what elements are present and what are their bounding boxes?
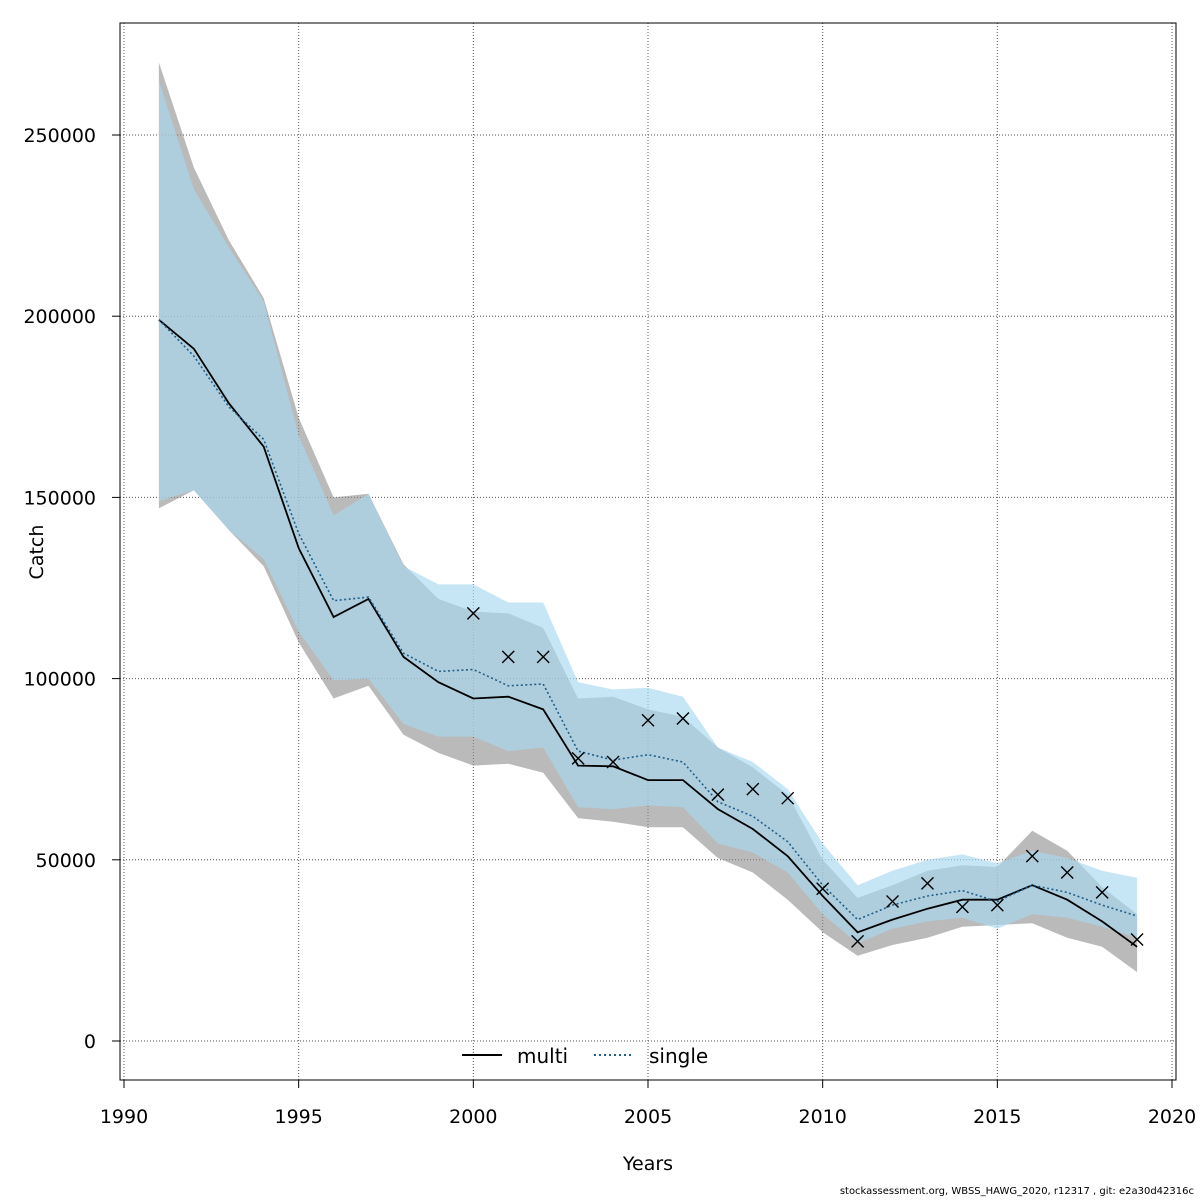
observation-marker — [1130, 933, 1144, 947]
legend-single-label: single — [649, 1044, 708, 1068]
observation-marker — [1060, 865, 1074, 879]
marker-stroke — [1025, 849, 1039, 863]
x-tick-label: 1995 — [274, 1106, 322, 1128]
y-tick-label: 250000 — [23, 125, 96, 147]
observation-markers — [466, 606, 1144, 948]
observation-marker — [711, 788, 725, 802]
marker-stroke — [711, 788, 725, 802]
footer-credit: stockassessment.org, WBSS_HAWG_2020, r12… — [839, 1186, 1194, 1197]
marker-stroke — [1060, 865, 1074, 879]
legend: multi single — [462, 1044, 708, 1068]
marker-stroke — [571, 751, 585, 765]
marker-stroke — [676, 711, 690, 725]
observation-marker — [990, 898, 1004, 912]
series-lines — [158, 319, 1138, 948]
observation-marker — [466, 606, 480, 620]
x-tick-label: 1990 — [100, 1106, 148, 1128]
line-multi — [158, 319, 1138, 948]
marker-stroke — [920, 876, 934, 890]
observation-marker — [676, 711, 690, 725]
x-tick-label: 2000 — [449, 1106, 497, 1128]
line-single — [158, 319, 1138, 921]
marker-stroke — [536, 650, 550, 664]
y-axis-title: Catch — [26, 525, 48, 580]
observation-marker — [851, 934, 865, 948]
observation-marker — [536, 650, 550, 664]
observation-marker — [641, 713, 655, 727]
marker-stroke — [1095, 885, 1109, 899]
observation-marker — [1025, 849, 1039, 863]
band-single — [158, 80, 1138, 944]
marker-stroke — [816, 882, 830, 896]
y-tick-label: 50000 — [36, 850, 96, 872]
x-axis-title: Years — [622, 1153, 673, 1175]
marker-stroke — [955, 900, 969, 914]
confidence-bands — [158, 62, 1138, 973]
marker-stroke — [990, 898, 1004, 912]
grid-lines — [120, 23, 1176, 1080]
observation-marker — [955, 900, 969, 914]
x-tick-label: 2010 — [798, 1106, 846, 1128]
observation-marker — [501, 650, 515, 664]
observation-marker — [606, 755, 620, 769]
observation-marker — [571, 751, 585, 765]
y-tick-label: 150000 — [23, 487, 96, 509]
y-tick-label: 0 — [84, 1031, 96, 1053]
observation-marker — [920, 876, 934, 890]
y-tick-label: 100000 — [23, 669, 96, 691]
observation-marker — [816, 882, 830, 896]
marker-stroke — [466, 606, 480, 620]
x-axis: 1990 1995 2000 2005 2010 2015 2020 — [100, 1079, 1196, 1128]
y-tick-label: 200000 — [23, 306, 96, 328]
observation-marker — [1095, 885, 1109, 899]
x-tick-label: 2015 — [973, 1106, 1021, 1128]
observation-marker — [886, 894, 900, 908]
marker-stroke — [606, 755, 620, 769]
x-tick-label: 2020 — [1148, 1106, 1196, 1128]
marker-stroke — [781, 791, 795, 805]
observation-marker — [781, 791, 795, 805]
observation-marker — [746, 782, 760, 796]
marker-stroke — [501, 650, 515, 664]
marker-stroke — [746, 782, 760, 796]
marker-stroke — [1130, 933, 1144, 947]
y-axis: 0 50000 100000 150000 200000 250000 — [23, 125, 120, 1053]
marker-stroke — [886, 894, 900, 908]
legend-multi-label: multi — [517, 1044, 568, 1068]
marker-stroke — [851, 934, 865, 948]
x-tick-label: 2005 — [624, 1106, 672, 1128]
marker-stroke — [641, 713, 655, 727]
